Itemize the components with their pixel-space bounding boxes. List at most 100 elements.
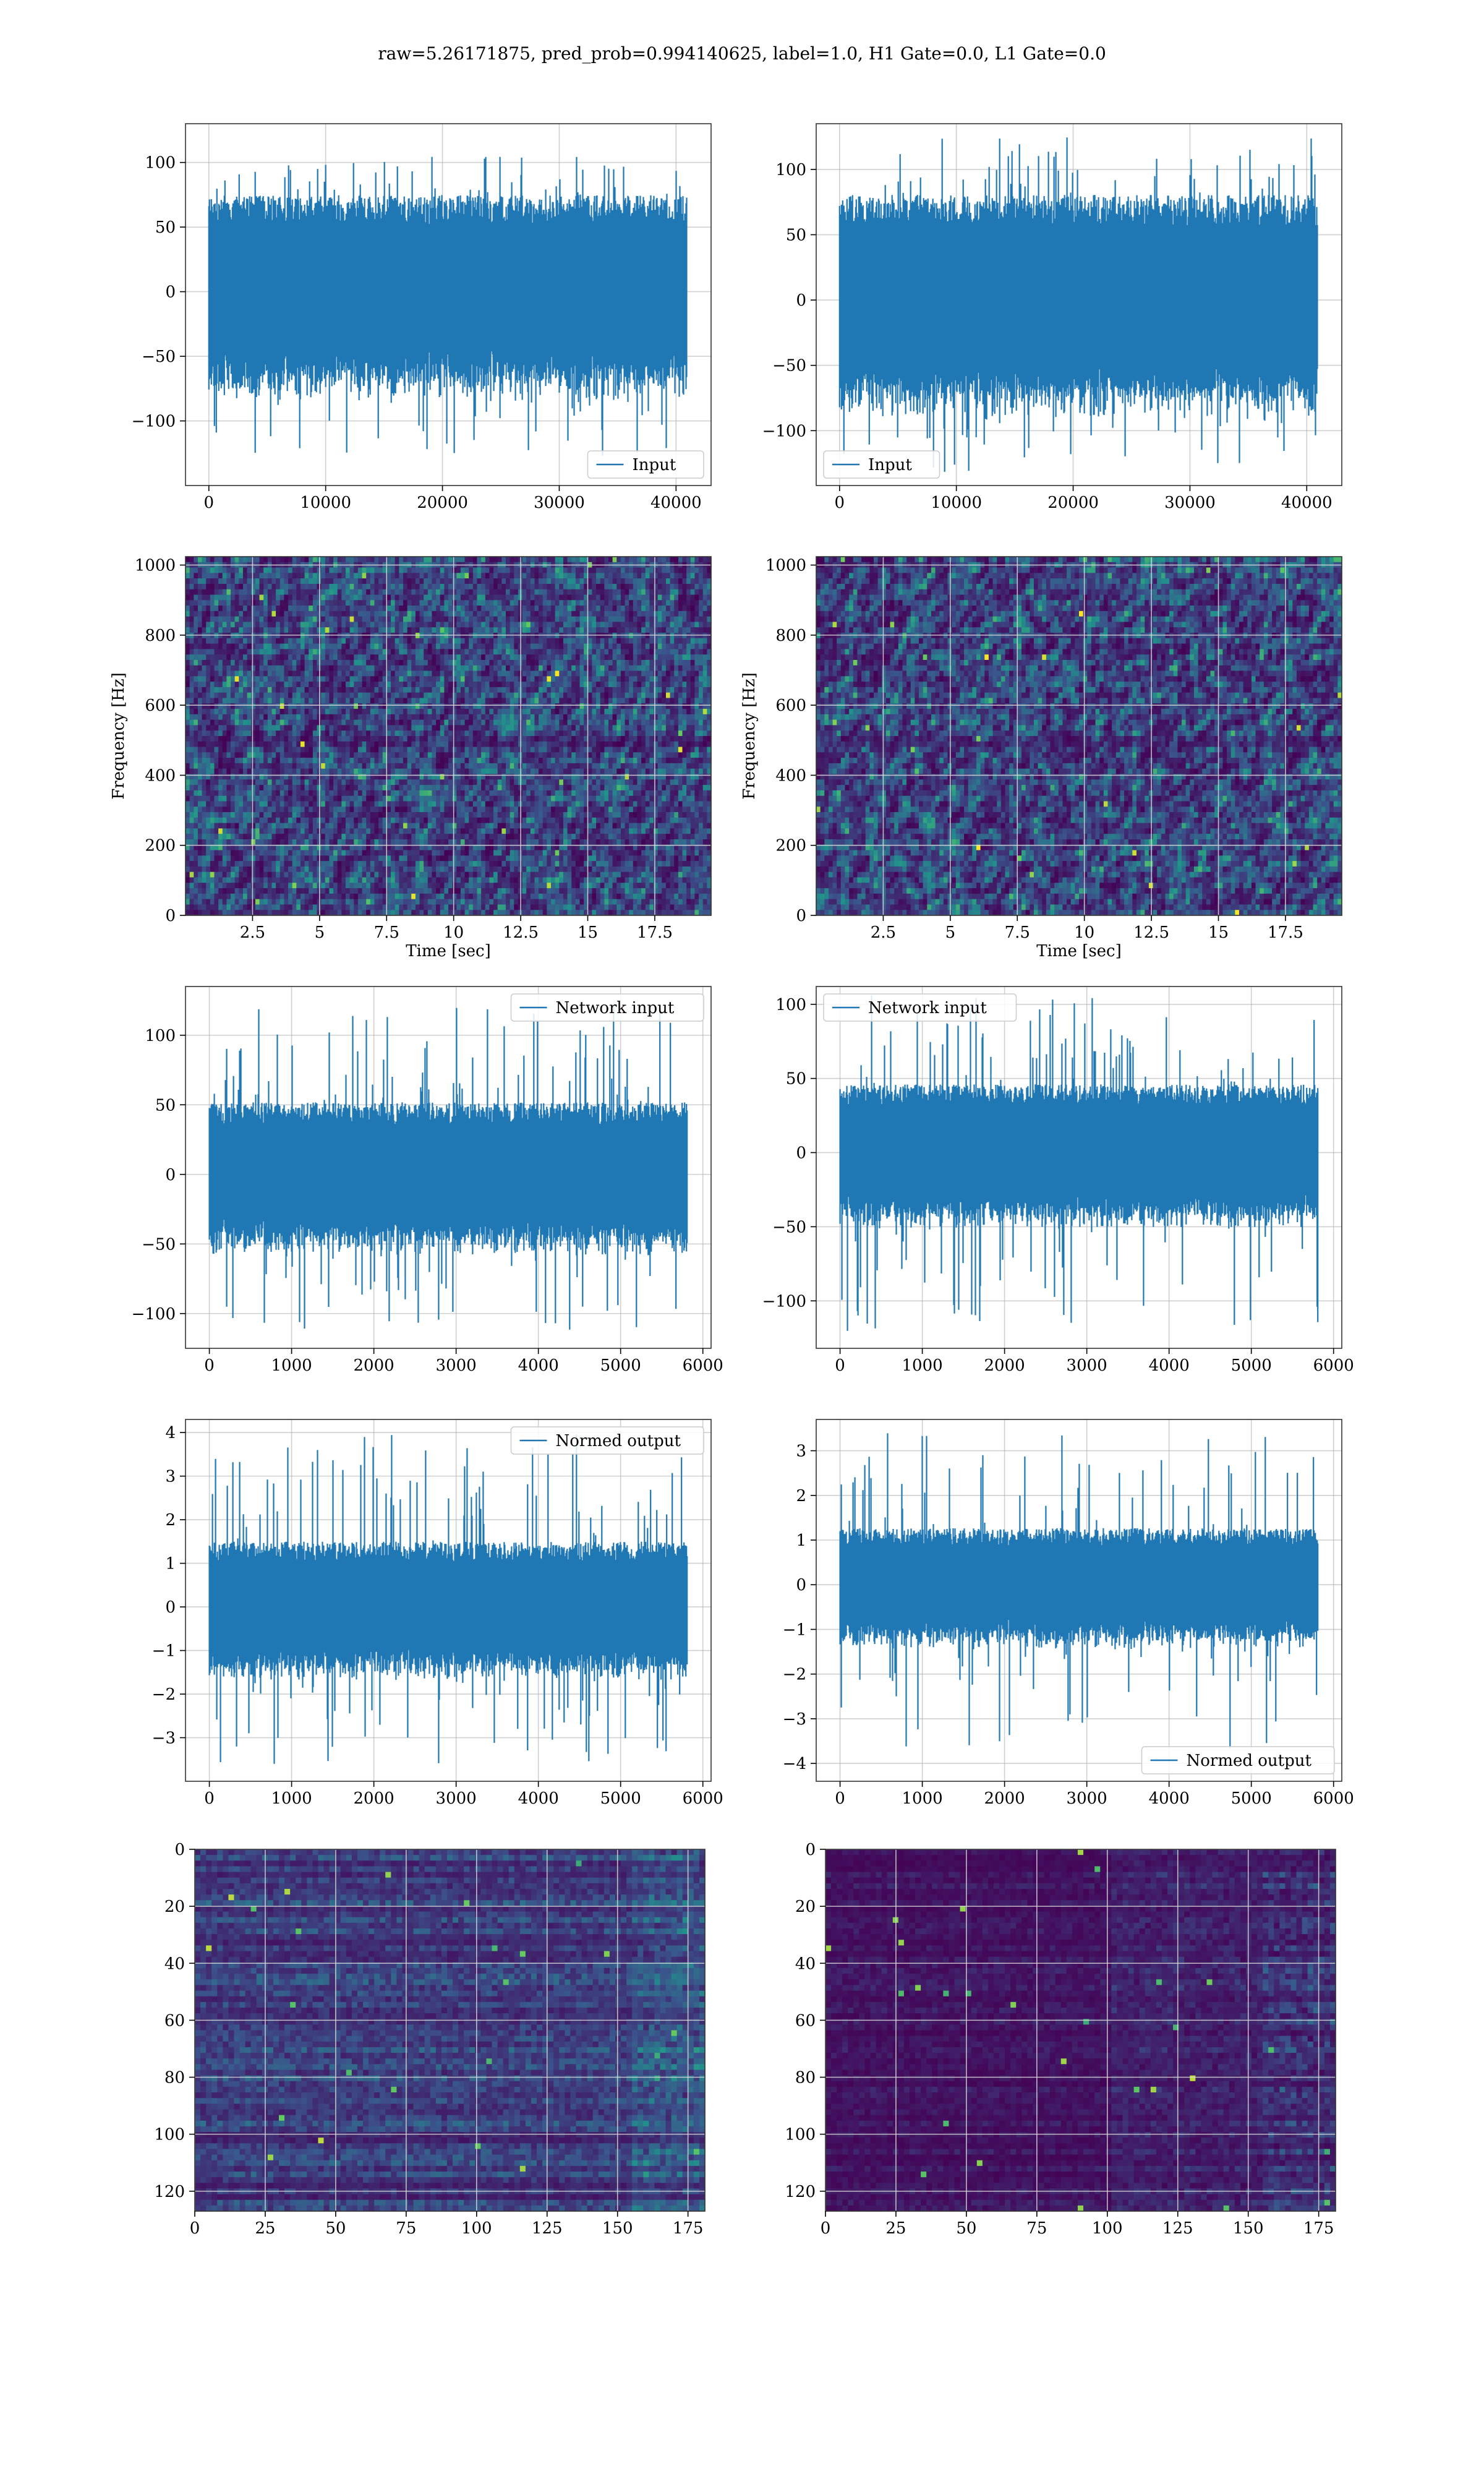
spectrogram-cell <box>510 687 514 693</box>
spectrogram-cell <box>312 649 318 655</box>
spectrogram-cell <box>276 714 281 721</box>
spectrogram-cell <box>481 659 486 666</box>
spectrogram-cell <box>493 676 498 682</box>
spectrogram-cell <box>629 649 634 655</box>
spectrogram-cell <box>690 725 696 731</box>
spectrogram-cell <box>222 583 228 590</box>
spectrogram-cell <box>547 594 552 601</box>
spectrogram-cell <box>440 606 445 612</box>
spectrogram-cell <box>472 589 478 596</box>
spectrogram-cell <box>226 589 231 596</box>
spectrogram-cell <box>255 594 260 601</box>
spectrogram-cell <box>432 589 437 596</box>
spectrogram-cell <box>604 589 609 596</box>
spectrogram-cell <box>276 709 281 715</box>
spectrogram-cell <box>300 654 305 661</box>
spectrogram-cell <box>555 725 560 731</box>
spectrogram-cell <box>555 719 560 726</box>
spectrogram-cell <box>526 709 531 715</box>
spectrogram-cell <box>263 687 268 693</box>
spectrogram-cell <box>464 719 469 726</box>
spectrogram-cell <box>633 622 638 628</box>
spectrogram-cell <box>563 665 568 672</box>
spectrogram-cell <box>460 758 466 764</box>
spectrogram-cell <box>399 736 404 742</box>
spectrogram-cell <box>665 633 671 639</box>
spectrogram-cell <box>682 578 687 584</box>
spectrogram-cell <box>370 736 375 742</box>
spectrogram-cell <box>440 594 445 601</box>
spectrogram-cell <box>284 741 289 748</box>
spectrogram-cell <box>276 676 281 682</box>
spectrogram-cell <box>633 627 638 633</box>
spectrogram-cell <box>530 736 535 742</box>
spectrogram-cell <box>276 763 281 769</box>
spectrogram-cell <box>222 649 228 655</box>
spectrogram-cell <box>239 654 244 661</box>
spectrogram-cell <box>349 687 354 693</box>
spectrogram-cell <box>382 692 387 699</box>
spectrogram-cell <box>370 622 375 628</box>
spectrogram-cell <box>489 659 494 666</box>
spectrogram-cell <box>657 687 662 693</box>
spectrogram-cell <box>296 573 301 579</box>
spectrogram-cell <box>296 670 301 677</box>
spectrogram-cell <box>514 610 519 617</box>
spectrogram-cell <box>460 606 466 612</box>
spectrogram-cell <box>641 633 646 639</box>
spectrogram-cell <box>551 725 556 731</box>
spectrogram-cell <box>218 638 223 644</box>
spectrogram-cell <box>357 752 363 758</box>
spectrogram-cell <box>584 583 589 590</box>
spectrogram-cell <box>563 649 568 655</box>
spectrogram-cell <box>218 649 223 655</box>
spectrogram-cell <box>567 741 572 748</box>
spectrogram-cell <box>555 606 560 612</box>
spectrogram-cell <box>186 703 190 709</box>
spectrogram-cell <box>399 573 404 579</box>
spectrogram-cell <box>251 709 256 715</box>
spectrogram-cell <box>587 714 593 721</box>
spectrogram-cell <box>678 687 683 693</box>
spectrogram-cell <box>357 600 363 606</box>
spectrogram-cell <box>186 682 190 688</box>
spectrogram-cell <box>472 627 478 633</box>
spectrogram-cell <box>415 747 420 753</box>
spectrogram-cell <box>539 676 544 682</box>
spectrogram-cell <box>366 557 371 563</box>
spectrogram-cell <box>370 627 375 633</box>
spectrogram-cell <box>505 643 511 649</box>
spectrogram-cell <box>596 758 601 764</box>
spectrogram-cell <box>559 698 564 704</box>
spectrogram-cell <box>469 649 474 655</box>
spectrogram-cell <box>592 659 597 666</box>
spectrogram-cell <box>374 725 379 731</box>
spectrogram-cell <box>633 557 638 563</box>
spectrogram-cell <box>312 643 318 649</box>
spectrogram-cell <box>600 583 605 590</box>
spectrogram-cell <box>337 692 342 699</box>
spectrogram-cell <box>604 622 609 628</box>
spectrogram-cell <box>288 670 293 677</box>
spectrogram-cell <box>279 703 284 709</box>
spectrogram-cell <box>354 692 359 699</box>
spectrogram-cell <box>625 747 629 753</box>
spectrogram-cell <box>501 654 506 661</box>
spectrogram-cell <box>210 763 215 769</box>
spectrogram-cell <box>231 741 236 748</box>
spectrogram-cell <box>415 589 420 596</box>
spectrogram-cell <box>309 758 313 764</box>
spectrogram-cell <box>189 682 194 688</box>
spectrogram-cell <box>374 557 379 563</box>
spectrogram-cell <box>616 687 621 693</box>
spectrogram-cell <box>641 557 646 563</box>
spectrogram-cell <box>349 676 354 682</box>
spectrogram-cell <box>522 725 527 731</box>
spectrogram-cell <box>189 741 194 748</box>
spectrogram-cell <box>584 573 589 579</box>
y-tick-label: 0 <box>165 283 176 302</box>
spectrogram-cell <box>682 741 687 748</box>
spectrogram-cell <box>530 654 535 661</box>
spectrogram-cell <box>534 698 539 704</box>
spectrogram-cell <box>362 594 367 601</box>
